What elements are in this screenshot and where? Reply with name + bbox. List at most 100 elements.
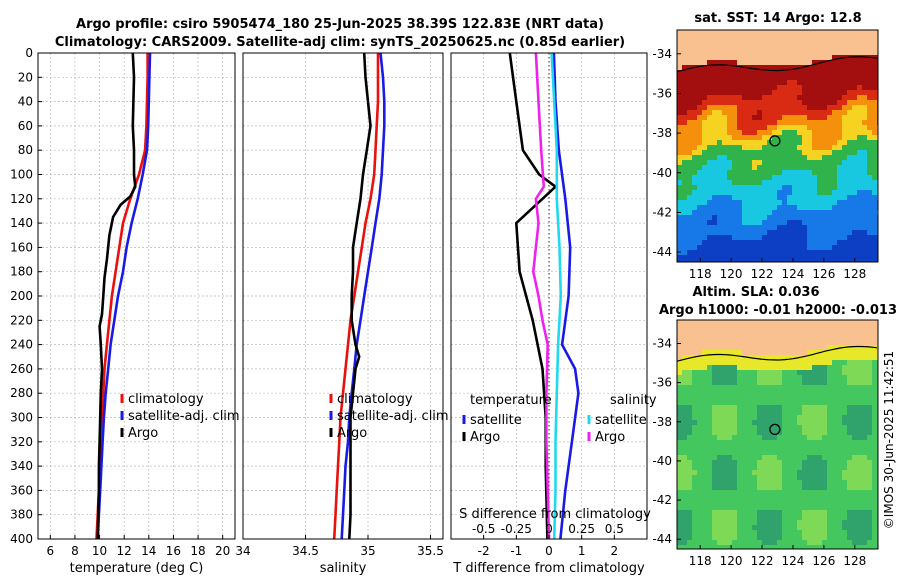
- x-tick-label: 122: [751, 267, 774, 281]
- y-tick-label: -42: [652, 205, 672, 219]
- legend-header: temperature: [470, 393, 552, 408]
- x-axis-label: temperature (deg C): [70, 561, 204, 576]
- series-line-argo: [96, 52, 137, 540]
- sst-map-title: sat. SST: 14 Argo: 12.8: [694, 11, 861, 26]
- series-line-salinity-argo: [531, 52, 551, 540]
- argo-location-marker: [769, 135, 781, 147]
- y-tick-label: 20: [18, 70, 33, 84]
- sst-map-image: [677, 30, 878, 262]
- coastline: [676, 56, 878, 73]
- x-tick-label: 1: [578, 544, 586, 558]
- x-tick-label: 16: [166, 544, 181, 558]
- imos-credit: ©IMOS 30-Jun-2025 11:42:51: [882, 351, 896, 529]
- y-tick-label: 380: [10, 508, 33, 522]
- x-tick-label: 20: [215, 544, 230, 558]
- map-frame: [676, 319, 879, 550]
- x-tick-label: 6: [46, 544, 54, 558]
- legend-label: Argo: [128, 426, 158, 441]
- y-tick-label: 120: [10, 192, 33, 206]
- x-axis-label-top: S difference from climatology: [459, 507, 651, 522]
- y-tick-label: -40: [652, 454, 672, 468]
- legend-label: satellite-adj. clim: [337, 409, 449, 424]
- y-tick-label: 320: [10, 435, 33, 449]
- x-tick-label: 128: [843, 554, 866, 568]
- x-tick-label: 118: [689, 554, 712, 568]
- x-tick-label: 126: [812, 554, 835, 568]
- y-tick-label: -34: [652, 336, 672, 350]
- legend-label: climatology: [337, 392, 413, 407]
- y-tick-label: 340: [10, 459, 33, 473]
- y-tick-label: 360: [10, 483, 33, 497]
- y-tick-label: 100: [10, 168, 33, 182]
- x-tick-label: 120: [720, 267, 743, 281]
- x-tick-label: 35.5: [417, 544, 444, 558]
- series-line-argo: [348, 52, 372, 540]
- series-line-climatology: [332, 53, 380, 540]
- x-tick-label: 10: [92, 544, 107, 558]
- legend-label: Argo: [337, 426, 367, 441]
- y-tick-label: 300: [10, 411, 33, 425]
- y-tick-label: 80: [18, 143, 33, 157]
- s-tick-label: 0: [545, 522, 553, 536]
- y-tick-label: 220: [10, 313, 33, 327]
- main-title: Argo profile: csiro 5905474_180 25-Jun-2…: [76, 17, 604, 32]
- s-tick-label: 0.25: [568, 522, 595, 536]
- y-tick-label: 160: [10, 240, 33, 254]
- x-tick-label: 124: [782, 267, 805, 281]
- map-frame: [676, 29, 879, 263]
- y-tick-label: 260: [10, 362, 33, 376]
- s-tick-label: -0.5: [472, 522, 495, 536]
- series-line-temperature-satellite: [552, 52, 580, 540]
- difference-panel: -2 -1 0 1 2 T difference from climatology S di…: [450, 52, 657, 576]
- y-tick-label: 200: [10, 289, 33, 303]
- x-tick-label: -1: [510, 544, 522, 558]
- x-tick-label: 126: [812, 267, 835, 281]
- x-tick-label: 8: [71, 544, 79, 558]
- legend-label: satellite: [595, 413, 647, 428]
- y-tick-label: -36: [652, 376, 672, 390]
- y-tick-label: -44: [652, 532, 672, 546]
- y-tick-label: 140: [10, 216, 33, 230]
- x-tick-label: 34: [235, 544, 250, 558]
- y-tick-label: 180: [10, 265, 33, 279]
- coastline: [676, 345, 878, 362]
- x-tick-label: 34.5: [292, 544, 319, 558]
- y-tick-label: 400: [10, 532, 33, 546]
- y-tick-label: -40: [652, 166, 672, 180]
- y-tick-label: -44: [652, 245, 672, 259]
- sla-map-subtitle: Argo h1000: -0.01 h2000: -0.013: [659, 303, 897, 318]
- s-tick-label: -0.25: [501, 522, 532, 536]
- x-tick-label: 14: [141, 544, 156, 558]
- legend-label: Argo: [470, 430, 500, 445]
- legend-label: satellite-adj. clim: [128, 409, 240, 424]
- x-tick-label: 2: [611, 544, 619, 558]
- x-tick-label: 18: [190, 544, 205, 558]
- s-tick-label: 0.5: [605, 522, 624, 536]
- sst-map-panel: -34 -36 -38 -40 -42 -44 118 120 122 124 126 128: [652, 29, 879, 281]
- x-tick-label: 12: [117, 544, 132, 558]
- x-tick-label: 122: [751, 554, 774, 568]
- y-tick-label: -36: [652, 86, 672, 100]
- legend-label: climatology: [128, 392, 204, 407]
- y-tick-label: -42: [652, 493, 672, 507]
- x-tick-label: 118: [689, 267, 712, 281]
- main-subtitle: Climatology: CARS2009. Satellite-adj cli…: [55, 35, 625, 50]
- salinity-panel: 34 34.5 35 35.5 salinity climatology satellite…: [235, 52, 449, 576]
- x-tick-label: 120: [720, 554, 743, 568]
- x-tick-label: 0: [545, 544, 553, 558]
- y-tick-label: 240: [10, 338, 33, 352]
- y-tick-label: 40: [18, 95, 33, 109]
- series-line-satellite-adj-clim: [96, 52, 152, 540]
- y-tick-label: -38: [652, 126, 672, 140]
- sla-map-title: Altim. SLA: 0.036: [693, 285, 820, 300]
- series-line-salinity-satellite: [550, 52, 563, 540]
- legend-label: satellite: [470, 413, 522, 428]
- x-tick-label: 128: [843, 267, 866, 281]
- legend-header: salinity: [610, 393, 657, 408]
- series-line-satellite-adj-clim: [340, 52, 386, 540]
- y-tick-label: -34: [652, 47, 672, 61]
- x-axis-label: T difference from climatology: [452, 561, 645, 576]
- sla-map-panel: -34 -36 -38 -40 -42 -44 118 120 122 124 126 128: [652, 319, 879, 568]
- y-tick-label: -38: [652, 415, 672, 429]
